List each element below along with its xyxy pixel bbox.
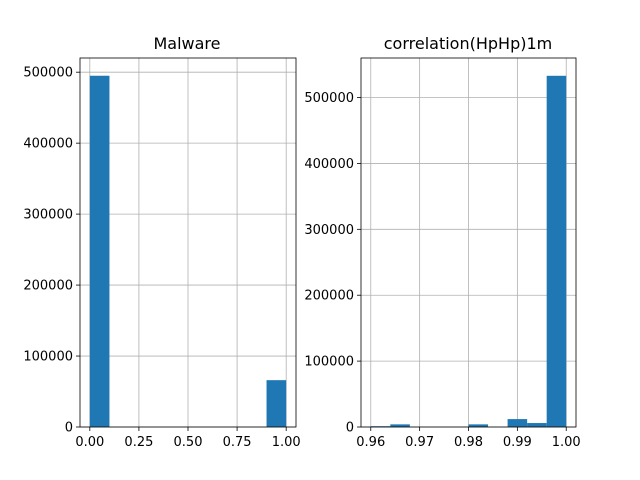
malware-y-tick-label: 100000	[23, 350, 73, 365]
malware-y-tick-label: 200000	[23, 279, 73, 294]
correlation-y-tick-label: 100000	[304, 355, 354, 370]
correlation-x-tick-label: 0.99	[503, 435, 532, 450]
malware-x-ticks: 0.00 0.25 0.50 0.75 1.00	[75, 427, 301, 450]
malware-histogram-panel: Malware 0.00 0.25 0.50 0.75 1.00 0 100000 20000…	[23, 34, 300, 450]
correlation-y-tick-label: 300000	[304, 223, 354, 238]
correlation-x-ticks: 0.96 0.97 0.98 0.99 1.00	[356, 427, 581, 450]
malware-y-ticks: 0 100000 200000 300000 400000 500000	[23, 66, 80, 436]
correlation-bar	[507, 419, 528, 427]
correlation-bar	[546, 75, 567, 427]
malware-x-tick-label: 0.75	[223, 435, 252, 450]
malware-panel-title: Malware	[153, 34, 220, 53]
correlation-bar	[468, 424, 489, 427]
malware-bars	[89, 75, 287, 427]
correlation-y-tick-label: 400000	[304, 157, 354, 172]
malware-y-tick-label: 300000	[23, 208, 73, 223]
malware-x-tick-label: 0.25	[124, 435, 153, 450]
correlation-panel-title: correlation(HpHp)1m	[384, 34, 552, 53]
malware-y-tick-label: 0	[65, 421, 73, 436]
malware-y-tick-label: 400000	[23, 137, 73, 152]
correlation-y-tick-label: 200000	[304, 289, 354, 304]
correlation-x-tick-label: 0.96	[356, 435, 385, 450]
malware-bar	[89, 75, 110, 427]
correlation-x-tick-label: 0.97	[405, 435, 434, 450]
correlation-x-tick-label: 0.98	[454, 435, 483, 450]
correlation-bar	[390, 424, 410, 427]
malware-y-tick-label: 500000	[23, 66, 73, 81]
correlation-y-ticks: 0 100000 200000 300000 400000 500000	[304, 91, 361, 436]
correlation-bar	[527, 423, 547, 427]
correlation-x-tick-label: 1.00	[552, 435, 581, 450]
malware-x-tick-label: 1.00	[272, 435, 301, 450]
malware-bar	[266, 380, 287, 427]
correlation-y-tick-label: 500000	[304, 91, 354, 106]
correlation-histogram-panel: correlation(HpHp)1m 0.96 0.97 0.98 0.99 1.00…	[304, 34, 580, 450]
malware-grid	[80, 58, 296, 428]
malware-x-tick-label: 0.00	[75, 435, 104, 450]
malware-x-tick-label: 0.50	[174, 435, 203, 450]
correlation-y-tick-label: 0	[346, 421, 354, 436]
